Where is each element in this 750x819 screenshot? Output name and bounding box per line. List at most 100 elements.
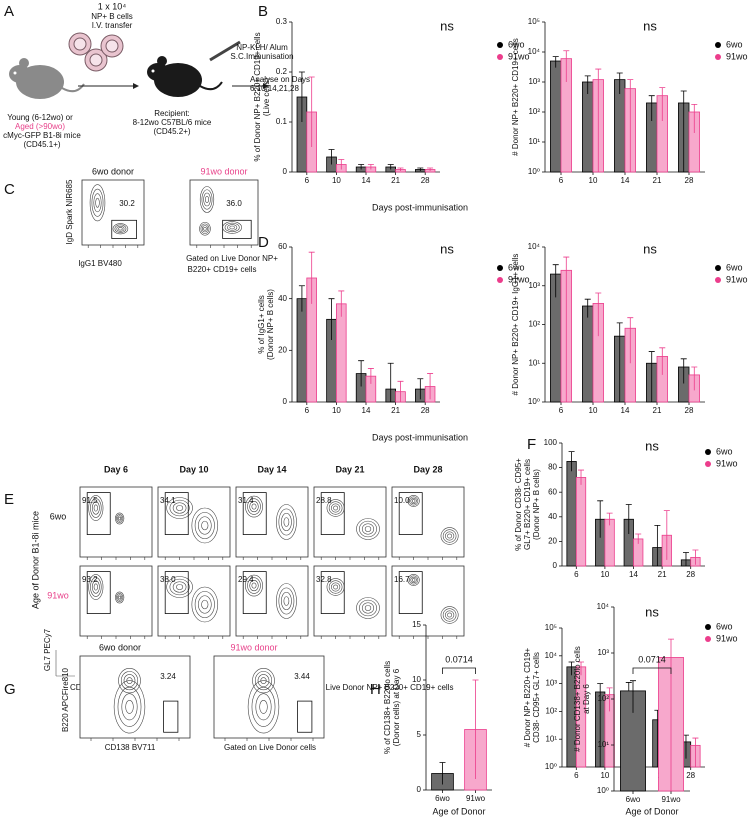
contour [114,512,125,525]
contour [120,671,139,691]
contour [278,508,295,536]
panel-label: A [4,3,14,20]
contour [333,505,339,511]
error-bar [668,638,674,791]
error-bar [627,79,634,172]
x-tick-label: 10 [600,771,609,780]
y-tick-label: 10⁵ [528,17,540,26]
y-tick-label: 40 [548,512,557,521]
label: 6wo donor [99,642,141,652]
contour [118,227,123,231]
contour [330,503,341,513]
axis-label: % of Donor CD38- CD95+ [514,458,523,551]
y-tick-label: 0.3 [276,17,288,26]
axis-label: (Live cells) [262,78,271,117]
label: Aged (>90wo) [15,122,65,131]
contour [283,596,290,606]
x-tick-label: 91wo [661,795,681,804]
contour [254,671,273,691]
contour [176,505,184,511]
contour [359,599,377,617]
flow-plot [79,655,191,739]
y-tick-label: 10¹ [528,358,540,367]
y-tick-label: 10² [528,107,540,116]
gate [320,492,345,536]
legend-marker [715,277,721,283]
y-tick-label: 10¹ [545,734,557,743]
contour [224,222,240,233]
mouse-eye [151,69,155,73]
contour [90,498,102,518]
gate [242,492,267,536]
y-tick-label: 40 [278,294,287,303]
gate [164,571,189,614]
contour [442,608,457,622]
x-tick-label: 6 [305,176,310,185]
bar [335,303,347,403]
label: 28.8 [316,496,332,505]
axis-label: B220 APCFire810 [61,667,70,732]
label: 91wo donor [230,642,277,652]
error-bar [472,679,479,779]
flow-plot [313,486,387,558]
y-tick-label: 10¹ [597,740,609,749]
label: I.V. transfer [92,21,133,30]
contour [117,686,142,727]
contour [89,184,106,222]
contour [117,594,123,601]
contour [260,677,267,684]
label: 6wo [50,511,67,521]
y-tick-label: 10³ [528,281,540,290]
error-bar [397,380,404,402]
panel-label: D [258,234,269,251]
legend-marker [705,461,711,467]
error-bar [568,451,575,472]
legend-label: 6wo [716,446,733,456]
x-tick-label: 91wo [466,794,486,803]
mouse-head [147,63,169,81]
contour [91,580,100,594]
y-tick-label: 10³ [597,648,609,657]
x-tick-label: 6 [559,406,564,415]
legend-marker [705,449,711,455]
contour [113,680,146,734]
contour [410,497,417,505]
y-tick-label: 10⁵ [545,623,557,632]
error-bar [692,549,699,565]
contour [440,527,459,545]
error-bar [308,76,315,147]
label: S.C.Immunisation [230,52,293,61]
gate [164,492,189,536]
chart-title: ns [643,18,657,33]
x-tick-label: 6 [574,771,579,780]
contour [191,586,219,623]
flow-plot [213,655,325,739]
label: (CD45.1+) [23,140,60,149]
contour [191,507,219,544]
error-bar [680,90,687,172]
contour [245,574,263,597]
contour [444,610,455,620]
annotation: 0.0714 [445,654,473,664]
contour [114,591,125,604]
axis-label: GL7+ B220+ CD19+ cells [523,459,532,550]
axis-label: CD38- CD95+ GL7+ cells [532,652,541,743]
y-tick-label: 10 [412,675,421,684]
axis-label: (Donor NP+ B cells) [266,289,275,360]
bar [296,298,308,403]
contour [361,602,375,614]
flow-plot [81,179,145,246]
error-bar [616,72,623,94]
contour [283,517,290,527]
contour [116,225,125,232]
x-tick-label: 14 [621,406,630,415]
contour [199,186,215,213]
chart-title: ns [645,438,659,453]
gate [320,571,345,614]
y-tick-label: 10⁰ [545,762,557,771]
y-tick-label: 10¹ [528,137,540,146]
error-bar [595,292,602,337]
contour [88,574,104,600]
contour [247,498,261,515]
label: 6,10,14,21,28 [250,84,299,93]
